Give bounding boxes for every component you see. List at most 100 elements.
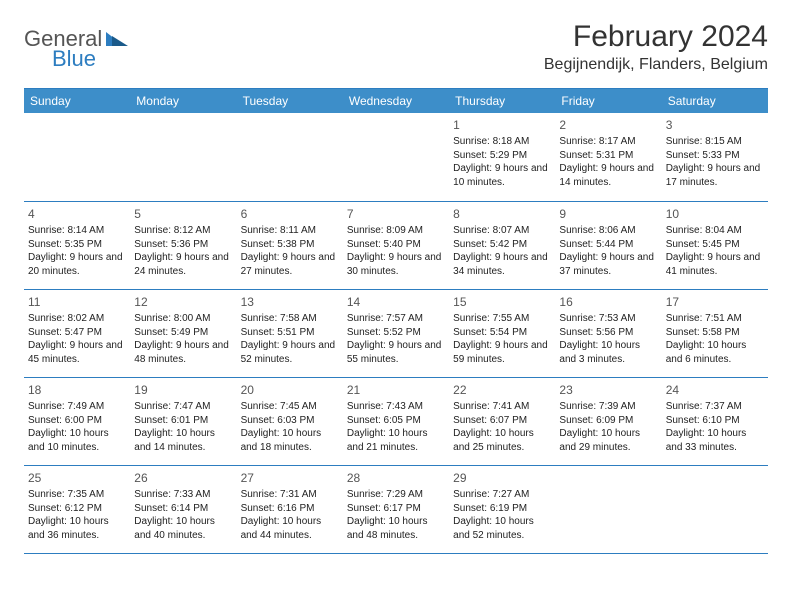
day-sunset: Sunset: 6:12 PM — [28, 502, 126, 516]
weekday-header: Sunday — [24, 89, 130, 113]
day-daylight: Daylight: 9 hours and 27 minutes. — [241, 251, 339, 278]
day-daylight: Daylight: 10 hours and 44 minutes. — [241, 515, 339, 542]
day-sunrise: Sunrise: 8:15 AM — [666, 135, 764, 149]
day-sunrise: Sunrise: 8:02 AM — [28, 312, 126, 326]
day-daylight: Daylight: 9 hours and 37 minutes. — [559, 251, 657, 278]
day-sunrise: Sunrise: 8:11 AM — [241, 224, 339, 238]
day-sunset: Sunset: 5:35 PM — [28, 238, 126, 252]
day-sunset: Sunset: 6:10 PM — [666, 414, 764, 428]
day-number: 5 — [134, 206, 232, 222]
calendar-cell: 3Sunrise: 8:15 AMSunset: 5:33 PMDaylight… — [662, 113, 768, 201]
day-daylight: Daylight: 9 hours and 17 minutes. — [666, 162, 764, 189]
day-sunset: Sunset: 5:42 PM — [453, 238, 551, 252]
calendar-cell — [343, 113, 449, 201]
calendar-cell — [24, 113, 130, 201]
day-sunrise: Sunrise: 7:41 AM — [453, 400, 551, 414]
day-sunrise: Sunrise: 8:18 AM — [453, 135, 551, 149]
calendar-grid: SundayMondayTuesdayWednesdayThursdayFrid… — [24, 88, 768, 554]
day-number: 19 — [134, 382, 232, 398]
day-daylight: Daylight: 10 hours and 21 minutes. — [347, 427, 445, 454]
day-daylight: Daylight: 10 hours and 29 minutes. — [559, 427, 657, 454]
calendar-cell: 24Sunrise: 7:37 AMSunset: 6:10 PMDayligh… — [662, 377, 768, 465]
day-sunrise: Sunrise: 7:37 AM — [666, 400, 764, 414]
day-sunset: Sunset: 5:54 PM — [453, 326, 551, 340]
day-number: 26 — [134, 470, 232, 486]
day-daylight: Daylight: 10 hours and 40 minutes. — [134, 515, 232, 542]
day-number: 9 — [559, 206, 657, 222]
day-sunset: Sunset: 5:58 PM — [666, 326, 764, 340]
day-sunset: Sunset: 5:36 PM — [134, 238, 232, 252]
day-number: 22 — [453, 382, 551, 398]
day-sunset: Sunset: 6:14 PM — [134, 502, 232, 516]
calendar-cell: 26Sunrise: 7:33 AMSunset: 6:14 PMDayligh… — [130, 465, 236, 553]
day-number: 13 — [241, 294, 339, 310]
day-sunrise: Sunrise: 8:14 AM — [28, 224, 126, 238]
day-sunrise: Sunrise: 7:29 AM — [347, 488, 445, 502]
weekday-header: Monday — [130, 89, 236, 113]
weekday-header: Wednesday — [343, 89, 449, 113]
day-daylight: Daylight: 9 hours and 52 minutes. — [241, 339, 339, 366]
day-number: 16 — [559, 294, 657, 310]
day-sunrise: Sunrise: 7:43 AM — [347, 400, 445, 414]
day-sunrise: Sunrise: 7:45 AM — [241, 400, 339, 414]
location: Begijnendijk, Flanders, Belgium — [544, 56, 768, 74]
calendar-cell: 25Sunrise: 7:35 AMSunset: 6:12 PMDayligh… — [24, 465, 130, 553]
day-sunset: Sunset: 5:52 PM — [347, 326, 445, 340]
calendar-cell — [662, 465, 768, 553]
calendar-cell: 21Sunrise: 7:43 AMSunset: 6:05 PMDayligh… — [343, 377, 449, 465]
day-daylight: Daylight: 9 hours and 59 minutes. — [453, 339, 551, 366]
calendar-cell: 6Sunrise: 8:11 AMSunset: 5:38 PMDaylight… — [237, 201, 343, 289]
day-daylight: Daylight: 10 hours and 52 minutes. — [453, 515, 551, 542]
weekday-header: Thursday — [449, 89, 555, 113]
calendar-cell: 23Sunrise: 7:39 AMSunset: 6:09 PMDayligh… — [555, 377, 661, 465]
calendar-cell: 28Sunrise: 7:29 AMSunset: 6:17 PMDayligh… — [343, 465, 449, 553]
day-sunrise: Sunrise: 7:31 AM — [241, 488, 339, 502]
day-sunset: Sunset: 6:01 PM — [134, 414, 232, 428]
day-number: 23 — [559, 382, 657, 398]
day-sunset: Sunset: 5:51 PM — [241, 326, 339, 340]
calendar-cell: 16Sunrise: 7:53 AMSunset: 5:56 PMDayligh… — [555, 289, 661, 377]
day-daylight: Daylight: 9 hours and 30 minutes. — [347, 251, 445, 278]
calendar-cell — [555, 465, 661, 553]
day-number: 17 — [666, 294, 764, 310]
day-number: 6 — [241, 206, 339, 222]
day-sunset: Sunset: 5:45 PM — [666, 238, 764, 252]
day-sunrise: Sunrise: 8:00 AM — [134, 312, 232, 326]
calendar-cell: 27Sunrise: 7:31 AMSunset: 6:16 PMDayligh… — [237, 465, 343, 553]
calendar-cell: 22Sunrise: 7:41 AMSunset: 6:07 PMDayligh… — [449, 377, 555, 465]
calendar-cell: 19Sunrise: 7:47 AMSunset: 6:01 PMDayligh… — [130, 377, 236, 465]
day-daylight: Daylight: 10 hours and 25 minutes. — [453, 427, 551, 454]
header: General Blue February 2024 Begijnendijk,… — [24, 20, 768, 74]
day-sunset: Sunset: 6:00 PM — [28, 414, 126, 428]
day-daylight: Daylight: 10 hours and 10 minutes. — [28, 427, 126, 454]
calendar-cell: 17Sunrise: 7:51 AMSunset: 5:58 PMDayligh… — [662, 289, 768, 377]
day-daylight: Daylight: 9 hours and 20 minutes. — [28, 251, 126, 278]
month-title: February 2024 — [544, 20, 768, 54]
weekday-header: Saturday — [662, 89, 768, 113]
day-sunset: Sunset: 5:47 PM — [28, 326, 126, 340]
calendar-cell: 9Sunrise: 8:06 AMSunset: 5:44 PMDaylight… — [555, 201, 661, 289]
day-number: 25 — [28, 470, 126, 486]
calendar-cell: 5Sunrise: 8:12 AMSunset: 5:36 PMDaylight… — [130, 201, 236, 289]
day-sunrise: Sunrise: 8:17 AM — [559, 135, 657, 149]
day-number: 1 — [453, 117, 551, 133]
calendar-cell: 8Sunrise: 8:07 AMSunset: 5:42 PMDaylight… — [449, 201, 555, 289]
day-sunset: Sunset: 5:56 PM — [559, 326, 657, 340]
day-number: 8 — [453, 206, 551, 222]
day-number: 11 — [28, 294, 126, 310]
calendar-cell: 18Sunrise: 7:49 AMSunset: 6:00 PMDayligh… — [24, 377, 130, 465]
day-sunset: Sunset: 5:29 PM — [453, 149, 551, 163]
day-daylight: Daylight: 9 hours and 45 minutes. — [28, 339, 126, 366]
logo: General Blue — [24, 26, 128, 52]
day-number: 27 — [241, 470, 339, 486]
calendar-cell — [130, 113, 236, 201]
day-number: 20 — [241, 382, 339, 398]
calendar-cell: 20Sunrise: 7:45 AMSunset: 6:03 PMDayligh… — [237, 377, 343, 465]
weekday-header: Tuesday — [237, 89, 343, 113]
weekday-header: Friday — [555, 89, 661, 113]
day-daylight: Daylight: 10 hours and 36 minutes. — [28, 515, 126, 542]
day-sunrise: Sunrise: 7:49 AM — [28, 400, 126, 414]
day-number: 28 — [347, 470, 445, 486]
calendar-cell: 2Sunrise: 8:17 AMSunset: 5:31 PMDaylight… — [555, 113, 661, 201]
calendar-cell: 11 Sunrise: 8:02 AMSunset: 5:47 PMDayligh… — [24, 289, 130, 377]
